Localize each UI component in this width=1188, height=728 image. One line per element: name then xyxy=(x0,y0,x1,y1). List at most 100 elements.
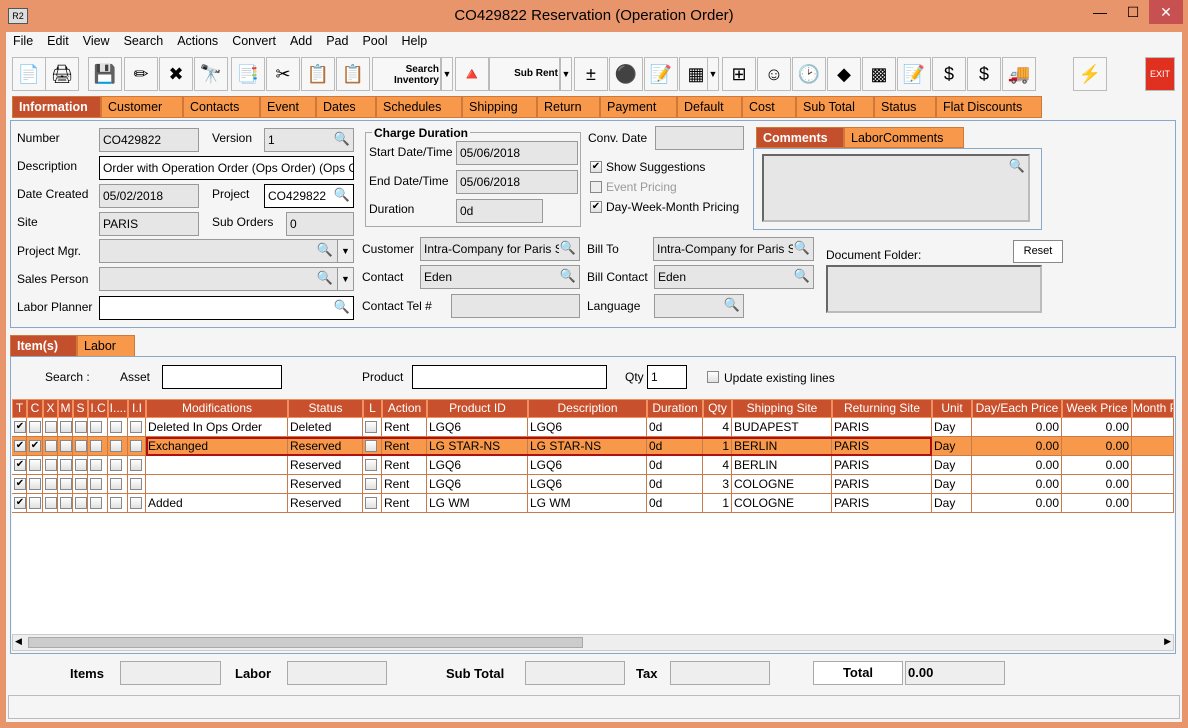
grid-cell[interactable]: ✔ xyxy=(12,494,27,513)
row-checkbox-S[interactable] xyxy=(75,478,87,490)
language-field[interactable]: 🔍 xyxy=(654,294,744,318)
row-checkbox-I.C[interactable] xyxy=(90,497,102,509)
menu-actions[interactable]: Actions xyxy=(177,34,219,48)
row-checkbox-C[interactable] xyxy=(29,421,41,433)
menu-help[interactable]: Help xyxy=(401,34,428,48)
scrollbar-thumb[interactable] xyxy=(28,637,583,648)
tab-flat-discounts[interactable]: Flat Discounts xyxy=(936,96,1042,118)
column-header-16[interactable]: Shipping Site xyxy=(732,399,832,418)
column-header-3[interactable]: M xyxy=(58,399,73,418)
truck-button[interactable]: 🚚 xyxy=(1002,57,1036,91)
grid-cell[interactable] xyxy=(88,456,108,475)
column-header-11[interactable]: Action xyxy=(382,399,427,418)
row-checkbox-I.I[interactable] xyxy=(130,459,142,471)
grid-cell[interactable]: 0d xyxy=(647,418,703,437)
column-header-0[interactable]: T xyxy=(12,399,27,418)
grid-cell[interactable]: PARIS xyxy=(832,456,932,475)
bill-to-field[interactable]: Intra-Company for Paris Site🔍 xyxy=(653,237,814,261)
balls-button[interactable]: ⚫ xyxy=(609,57,643,91)
grid-cell[interactable] xyxy=(128,456,146,475)
row-checkbox-L[interactable] xyxy=(365,421,377,433)
comments-textarea[interactable]: 🔍 xyxy=(762,154,1030,222)
row-checkbox-I.C[interactable] xyxy=(90,421,102,433)
row-checkbox-T[interactable]: ✔ xyxy=(14,440,26,452)
grid-cell[interactable] xyxy=(73,418,88,437)
document-folder-box[interactable] xyxy=(826,265,1042,313)
grid-cell[interactable]: LGQ6 xyxy=(427,456,528,475)
site-field[interactable]: PARIS xyxy=(99,212,199,236)
tab-labor[interactable]: Labor xyxy=(77,335,135,357)
row-checkbox-I....[interactable] xyxy=(110,478,122,490)
grid-cell[interactable]: 0.00 xyxy=(1062,418,1132,437)
grid-cell[interactable]: ✔ xyxy=(27,437,43,456)
grid-cell[interactable] xyxy=(1132,475,1174,494)
row-checkbox-T[interactable]: ✔ xyxy=(14,478,26,490)
horizontal-scrollbar[interactable]: ◀ ▶ xyxy=(12,634,1174,651)
table-row[interactable]: ✔ Reserved Rent LGQ6 LGQ6 0d 4 BERLIN PARIS Day 0.… xyxy=(12,456,1174,475)
grid-cell[interactable]: ✔ xyxy=(12,437,27,456)
grid-cell[interactable] xyxy=(363,437,382,456)
table-row[interactable]: ✔ Added Reserved Rent LG WM LG WM 0d 1 COLOGNE PA… xyxy=(12,494,1174,513)
grid-cell[interactable]: LG STAR-NS xyxy=(427,437,528,456)
grid-cell[interactable] xyxy=(27,494,43,513)
qty-input[interactable]: 1 xyxy=(647,365,687,389)
grid-cell[interactable]: 0.00 xyxy=(972,456,1062,475)
column-header-8[interactable]: Modifications xyxy=(146,399,288,418)
row-checkbox-I.I[interactable] xyxy=(130,440,142,452)
notes-button[interactable]: 📝 xyxy=(644,57,678,91)
grid-cell[interactable]: BERLIN xyxy=(732,456,832,475)
column-header-10[interactable]: L xyxy=(363,399,382,418)
column-header-5[interactable]: I.C xyxy=(88,399,108,418)
grid-cell[interactable]: Rent xyxy=(382,418,427,437)
tab-dates[interactable]: Dates xyxy=(316,96,376,118)
grid-cell[interactable]: Rent xyxy=(382,456,427,475)
row-checkbox-T[interactable]: ✔ xyxy=(14,497,26,509)
row-checkbox-I.I[interactable] xyxy=(130,421,142,433)
grid-cell[interactable] xyxy=(128,494,146,513)
column-header-18[interactable]: Unit xyxy=(932,399,972,418)
grid-cell[interactable]: 0.00 xyxy=(972,475,1062,494)
grid-cell[interactable]: Added xyxy=(146,494,288,513)
grid-cell[interactable]: Reserved xyxy=(288,437,363,456)
dwm-pricing-checkbox[interactable]: ✔ xyxy=(590,201,602,213)
grid-cell[interactable]: Rent xyxy=(382,437,427,456)
row-checkbox-L[interactable] xyxy=(365,497,377,509)
convert-button[interactable]: 📑 xyxy=(231,57,265,91)
search-icon[interactable]: 🔍 xyxy=(559,240,576,255)
project-mgr-field[interactable]: 🔍 ▼ xyxy=(99,239,354,263)
column-header-15[interactable]: Qty xyxy=(703,399,732,418)
tab-shipping[interactable]: Shipping xyxy=(462,96,537,118)
row-checkbox-S[interactable] xyxy=(75,497,87,509)
grid-cell[interactable]: 0d xyxy=(647,437,703,456)
invoice-button[interactable]: $ xyxy=(967,57,1001,91)
grid-cell[interactable] xyxy=(1132,494,1174,513)
search-icon[interactable]: 🔍 xyxy=(316,270,333,285)
product-input[interactable] xyxy=(412,365,607,389)
exit-button[interactable]: EXIT xyxy=(1145,57,1175,91)
reset-button[interactable]: Reset xyxy=(1013,240,1063,263)
column-header-12[interactable]: Product ID xyxy=(427,399,528,418)
grid-cell[interactable]: COLOGNE xyxy=(732,475,832,494)
grid-cell[interactable]: 0d xyxy=(647,456,703,475)
show-suggestions-checkbox[interactable]: ✔ xyxy=(590,161,602,173)
event-pricing-checkbox[interactable] xyxy=(590,181,602,193)
project-field[interactable]: CO429822 🔍 xyxy=(264,184,354,208)
grid-cell[interactable] xyxy=(108,418,128,437)
grid-cell[interactable] xyxy=(88,437,108,456)
grid-cell[interactable] xyxy=(363,475,382,494)
tab-labor-comments[interactable]: LaborComments xyxy=(844,127,964,148)
bill-contact-field[interactable]: Eden 🔍 xyxy=(654,265,814,289)
grid-cell[interactable] xyxy=(43,494,58,513)
grid-cell[interactable] xyxy=(108,494,128,513)
row-checkbox-C[interactable] xyxy=(29,478,41,490)
grid-cell[interactable]: Rent xyxy=(382,475,427,494)
paste-button[interactable]: 📋 xyxy=(336,57,370,91)
column-header-13[interactable]: Description xyxy=(528,399,647,418)
tab-schedules[interactable]: Schedules xyxy=(376,96,462,118)
grid-cell[interactable] xyxy=(108,456,128,475)
grid-cell[interactable]: PARIS xyxy=(832,475,932,494)
table-row[interactable]: ✔ Reserved Rent LGQ6 LGQ6 0d 3 COLOGNE PARIS Day 0… xyxy=(12,475,1174,494)
search-icon[interactable]: 🔍 xyxy=(333,187,350,202)
menu-pad[interactable]: Pad xyxy=(326,34,349,48)
menu-search[interactable]: Search xyxy=(123,34,164,48)
